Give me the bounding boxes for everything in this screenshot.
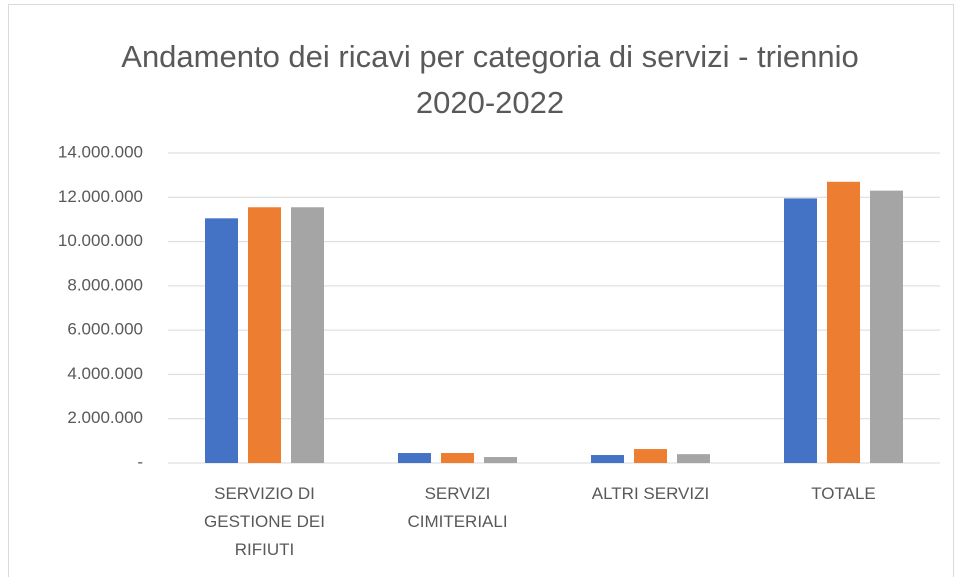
x-tick-label: SERVIZIO DI GESTIONE DEI RIFIUTI: [204, 484, 325, 559]
bar: [248, 207, 281, 463]
bar: [827, 181, 860, 464]
bar: [634, 449, 667, 463]
y-tick-label: 10.000.000: [58, 231, 143, 250]
y-tick-label: 8.000.000: [67, 275, 143, 294]
bar: [398, 453, 431, 463]
bar: [591, 455, 624, 463]
y-tick-label: 4.000.000: [67, 364, 143, 383]
chart-title: Andamento dei ricavi per categoria di se…: [121, 39, 859, 120]
y-tick-label: 14.000.000: [58, 142, 143, 161]
bar: [441, 453, 474, 463]
bar: [677, 454, 710, 463]
y-tick-label: 6.000.000: [67, 320, 143, 339]
chart-border: [8, 4, 954, 577]
bar: [784, 198, 817, 463]
x-tick-label: TOTALE: [811, 484, 876, 503]
bar: [205, 218, 238, 463]
bar: [870, 190, 903, 463]
x-tick-label: SERVIZI CIMITERIALI: [407, 484, 508, 531]
y-tick-label: 12.000.000: [58, 187, 143, 206]
y-tick-label: -: [137, 452, 143, 471]
x-tick-label: ALTRI SERVIZI: [591, 484, 710, 503]
y-tick-label: 2.000.000: [67, 408, 143, 427]
bar: [291, 207, 324, 463]
bar: [484, 457, 517, 463]
